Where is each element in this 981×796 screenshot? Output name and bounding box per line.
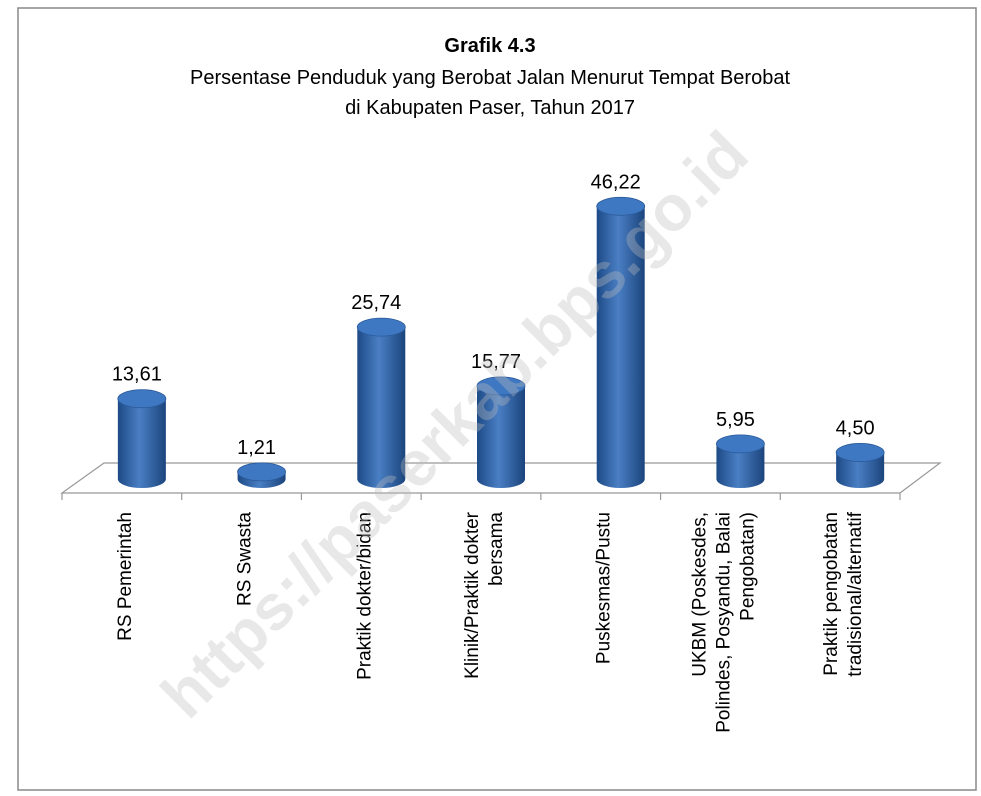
- data-label: 46,22: [591, 171, 641, 193]
- bar-top: [117, 389, 167, 409]
- bar: [237, 462, 286, 489]
- data-label: 5,95: [716, 409, 755, 431]
- x-tick-label: Pengobatan): [737, 512, 758, 621]
- data-label: 4,50: [836, 417, 875, 439]
- bar-top: [356, 317, 406, 337]
- bar-body: [836, 452, 885, 488]
- x-tick-label: Praktik dokter/bidan: [354, 512, 375, 680]
- bar-top: [596, 196, 646, 216]
- x-tick-label: Praktik pengobatan: [821, 512, 842, 676]
- chart-subtitle: di Kabupaten Paser, Tahun 2017: [345, 97, 635, 119]
- bar: [596, 196, 646, 488]
- bar-body: [477, 385, 525, 488]
- bar: [716, 434, 765, 488]
- data-label: 25,74: [351, 292, 401, 314]
- bar-body: [716, 443, 765, 488]
- x-tick-label: Polindes, Posyandu, Balai: [713, 512, 734, 733]
- x-tick-label: bersama: [486, 512, 507, 586]
- bar-body: [596, 206, 645, 488]
- bar: [835, 443, 885, 488]
- bar-top: [476, 376, 526, 396]
- bar-top: [237, 462, 286, 482]
- bar-top: [835, 443, 885, 462]
- x-tick-label: RS Pemerintah: [115, 512, 136, 641]
- x-tick-label: RS Swasta: [235, 512, 256, 606]
- x-tick-label: UKBM (Poskesdes,: [689, 512, 710, 677]
- bar-body: [357, 327, 406, 488]
- chart-title: Grafik 4.3: [444, 35, 535, 57]
- bar-top: [716, 434, 765, 454]
- bar: [356, 317, 406, 488]
- data-label: 1,21: [237, 437, 276, 459]
- bar: [476, 376, 526, 488]
- chart-subtitle: Persentase Penduduk yang Berobat Jalan M…: [190, 67, 790, 89]
- bar-body: [117, 398, 166, 488]
- x-tick-label: tradisional/alternatif: [845, 511, 866, 676]
- data-label: 15,77: [471, 351, 521, 373]
- data-label: 13,61: [112, 364, 162, 386]
- bar: [117, 389, 167, 488]
- x-tick-label: Puskesmas/Pustu: [594, 512, 615, 664]
- x-tick-label: Klinik/Praktik dokter: [462, 511, 483, 679]
